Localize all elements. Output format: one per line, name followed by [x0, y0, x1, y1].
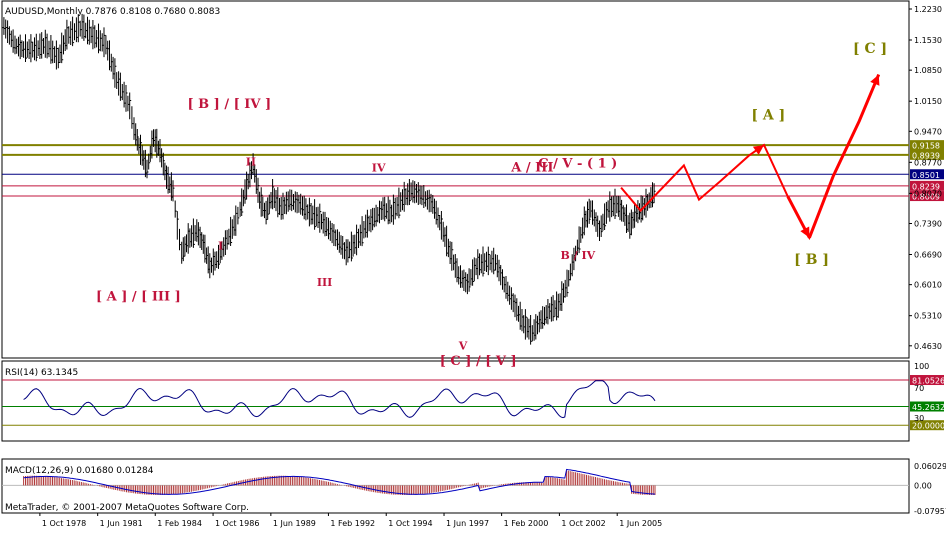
price-tick-label: 0.8770 — [914, 158, 942, 167]
x-tick-label: 1 Feb 2000 — [504, 519, 549, 528]
rsi-title: RSI(14) 63.1345 — [5, 368, 78, 378]
x-tick-label: 1 Jun 2005 — [619, 519, 662, 528]
level-tag — [910, 140, 944, 151]
price-tick-label: 0.8070 — [914, 189, 942, 198]
price-tick-label: 1.2230 — [914, 5, 942, 14]
rsi-tick-label: 70 — [914, 384, 924, 393]
x-tick-label: 1 Oct 1994 — [388, 519, 432, 528]
rsi-level-tag — [910, 420, 944, 431]
level-tag-label: 0.8939 — [912, 151, 940, 160]
wave-label: III — [317, 276, 332, 289]
x-tick-label: 1 Feb 1984 — [157, 519, 202, 528]
wave-label: [ B ] — [794, 252, 829, 268]
projection-leg-c — [808, 74, 881, 239]
price-panel — [1, 0, 910, 359]
wave-label: II — [246, 155, 256, 168]
rsi-level-tag — [910, 375, 944, 386]
rsi-level-tag — [910, 401, 944, 412]
wave-label: A / III — [510, 161, 553, 176]
wave-label: B / IV — [560, 249, 595, 262]
rsi-level-label: 45.2632 — [912, 403, 945, 412]
macd-title: MACD(12,26,9) 0.01680 0.01284 — [5, 466, 154, 476]
price-tick-label: 0.5310 — [914, 312, 942, 321]
wave-label: [ A ] / [ III ] — [96, 290, 181, 305]
x-tick-label: 1 Oct 2002 — [561, 519, 605, 528]
axis-layer: 1.2230 1.1530 1.0850 1.0150 0.9470 0.8770 0.80… — [39, 5, 946, 528]
x-tick-label: 1 Oct 1978 — [42, 519, 86, 528]
wave-label: C / V - ( 1 ) — [538, 157, 617, 172]
wave-label: [ B ] / [ IV ] — [187, 97, 271, 112]
arrow-head-b — [800, 226, 810, 238]
price-tick-label: 0.6010 — [914, 281, 942, 290]
level-tag-label: 0.8009 — [912, 193, 940, 202]
x-tick-label: 1 Jun 1989 — [273, 519, 316, 528]
level-tag-label: 0.9158 — [912, 142, 940, 151]
wave-label: I — [218, 240, 223, 253]
level-tag — [910, 191, 944, 202]
rsi-layer: 81.0526 45.2632 20.0000 — [2, 375, 945, 431]
rsi-level-label: 20.0000 — [912, 422, 945, 431]
x-tick-label: 1 Jun 1981 — [100, 519, 143, 528]
level-tag — [910, 169, 944, 180]
price-tick-label: 1.0850 — [914, 66, 942, 75]
wave-label: [ C ] — [853, 41, 887, 57]
wave-label: V — [458, 339, 468, 352]
price-tick-label: 1.1530 — [914, 36, 942, 45]
copyright-text: MetaTrader, © 2001-2007 MetaQuotes Softw… — [5, 503, 249, 513]
price-tick-label: 0.7390 — [914, 219, 942, 228]
macd-signal-line — [23, 468, 656, 495]
x-tick-label: 1 Jun 1997 — [446, 519, 489, 528]
x-tick-label: 1 Feb 1992 — [330, 519, 375, 528]
macd-tick-label: 0.06029 — [914, 462, 946, 471]
rsi-level-label: 81.0526 — [912, 377, 945, 386]
rsi-panel — [1, 360, 910, 442]
level-tag-label: 0.8239 — [912, 182, 940, 191]
macd-layer — [2, 468, 909, 495]
level-tag — [910, 180, 944, 191]
arrow-head-c — [870, 74, 880, 86]
price-tick-label: 0.9470 — [914, 127, 942, 136]
wave-label: IV — [372, 162, 386, 175]
macd-tick-label: 0.00 — [914, 481, 932, 490]
level-tag-label: 0.8501 — [912, 171, 940, 180]
price-bars — [1, 11, 656, 345]
symbol-title: AUDUSD,Monthly 0.7876 0.8108 0.7680 0.80… — [5, 7, 220, 17]
x-tick-label: 1 Oct 1986 — [215, 519, 259, 528]
level-tag — [910, 149, 944, 160]
rsi-line — [23, 380, 656, 419]
arrow-head-a — [752, 145, 764, 155]
price-tick-label: 0.4630 — [914, 342, 942, 351]
wave-label: [ A ] — [751, 107, 785, 123]
price-tick-label: 0.6690 — [914, 251, 942, 260]
price-tick-label: 1.0150 — [914, 97, 942, 106]
macd-tick-label: -0.07957 — [914, 507, 946, 516]
rsi-tick-label: 30 — [914, 414, 924, 423]
wave-label: [ C ] / [ V ] — [440, 354, 517, 369]
rsi-tick-label: 100 — [914, 362, 929, 371]
